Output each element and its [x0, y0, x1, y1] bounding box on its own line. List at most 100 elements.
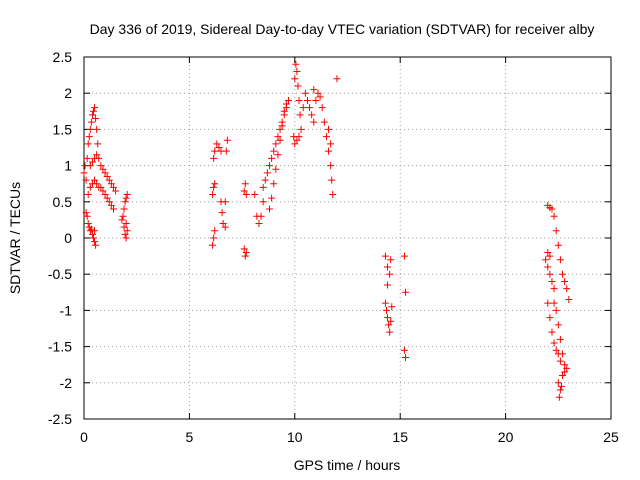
data-point-marker — [268, 194, 276, 202]
data-point-marker — [210, 154, 218, 162]
data-point-marker — [322, 133, 330, 141]
data-point-marker — [92, 241, 100, 249]
data-point-marker — [546, 252, 554, 260]
data-point-marker — [88, 111, 96, 119]
data-point-marker — [107, 180, 115, 188]
data-point-marker — [559, 350, 567, 358]
data-point-marker — [255, 220, 263, 228]
data-point-marker — [272, 165, 280, 173]
data-point-marker — [84, 220, 92, 228]
y-tick-label: 1 — [64, 158, 72, 174]
y-tick-label: 0 — [64, 230, 72, 246]
data-point-marker — [270, 180, 278, 188]
data-point-marker — [87, 225, 95, 233]
data-point-marker — [325, 147, 333, 155]
data-point-marker — [381, 299, 389, 307]
data-point-marker — [552, 306, 560, 314]
data-point-marker — [210, 234, 218, 242]
data-point-marker — [276, 125, 284, 133]
data-point-marker — [385, 321, 393, 329]
data-point-marker — [386, 270, 394, 278]
data-point-marker — [213, 140, 221, 148]
data-point-marker — [107, 201, 115, 209]
data-point-marker — [251, 191, 259, 199]
data-point-marker — [221, 223, 229, 231]
data-point-marker — [221, 198, 229, 206]
data-point-marker — [91, 104, 99, 112]
data-point-marker — [280, 107, 288, 115]
data-point-marker — [95, 154, 103, 162]
data-point-marker — [559, 270, 567, 278]
data-point-marker — [550, 285, 558, 293]
data-point-marker — [310, 118, 318, 126]
y-tick-label: 0.5 — [53, 194, 73, 210]
data-point-marker — [240, 187, 248, 195]
data-point-marker — [266, 205, 274, 213]
data-point-marker — [546, 314, 554, 322]
data-point-marker — [101, 169, 109, 177]
plot-frame — [83, 56, 612, 420]
data-point-marker — [94, 140, 102, 148]
data-point-marker — [548, 205, 556, 213]
data-point-marker — [84, 191, 92, 199]
data-point-marker — [211, 180, 219, 188]
chart-title: Day 336 of 2019, Sidereal Day-to-day VTE… — [90, 21, 595, 37]
data-point-marker — [320, 118, 328, 126]
data-point-marker — [259, 198, 267, 206]
data-point-marker — [211, 227, 219, 235]
data-point-marker — [294, 82, 302, 90]
data-point-marker — [242, 248, 250, 256]
data-point-marker — [86, 162, 94, 170]
data-point-marker — [295, 133, 303, 141]
data-point-marker — [122, 234, 130, 242]
x-axis-label: GPS time / hours — [294, 457, 401, 473]
data-point-marker — [310, 86, 318, 94]
data-point-marker — [291, 140, 299, 148]
data-point-marker — [381, 252, 389, 260]
y-tick-label: -1 — [60, 302, 73, 318]
data-point-marker — [561, 368, 569, 376]
data-point-marker — [121, 198, 129, 206]
data-point-marker — [544, 263, 552, 271]
data-point-marker — [278, 122, 286, 130]
data-point-marker — [554, 241, 562, 249]
x-tick-label: 20 — [498, 429, 514, 445]
data-point-marker — [123, 227, 131, 235]
x-tick-labels: 0 5 10 15 20 25 — [80, 429, 619, 445]
data-point-marker — [552, 227, 560, 235]
data-point-marker — [327, 140, 335, 148]
data-point-marker — [118, 216, 126, 224]
data-point-marker — [274, 151, 282, 159]
data-point-marker — [299, 104, 307, 112]
data-point-marker — [120, 223, 128, 231]
data-point-marker — [240, 245, 248, 253]
data-point-marker — [88, 230, 96, 238]
y-tick-label: -1.5 — [48, 339, 72, 355]
data-point-marker — [557, 382, 565, 390]
data-point-marker — [93, 180, 101, 188]
data-point-marker — [82, 176, 90, 184]
data-point-marker — [552, 346, 560, 354]
data-point-marker — [110, 205, 118, 213]
data-point-marker — [103, 172, 111, 180]
data-point-marker — [105, 198, 113, 206]
x-tick-label: 15 — [392, 429, 408, 445]
x-tick-label: 5 — [186, 429, 194, 445]
data-point-marker — [86, 125, 94, 133]
data-point-marker — [548, 277, 556, 285]
data-point-marker — [272, 140, 280, 148]
data-point-marker — [123, 191, 131, 199]
y-tick-label: -0.5 — [48, 266, 72, 282]
data-point-marker — [542, 256, 550, 264]
data-point-marker — [401, 353, 409, 361]
gridlines — [84, 57, 611, 419]
data-point-marker — [85, 133, 93, 141]
y-tick-label: 1.5 — [53, 121, 73, 137]
data-point-marker — [314, 89, 322, 97]
data-point-marker — [282, 100, 290, 108]
data-point-marker — [82, 209, 90, 217]
data-point-marker — [296, 111, 304, 119]
data-point-marker — [303, 96, 311, 104]
y-tick-labels: -2.5 -2 -1.5 -1 -0.5 0 0.5 1 1.5 2 2.5 — [48, 49, 72, 427]
data-point-marker — [88, 158, 96, 166]
